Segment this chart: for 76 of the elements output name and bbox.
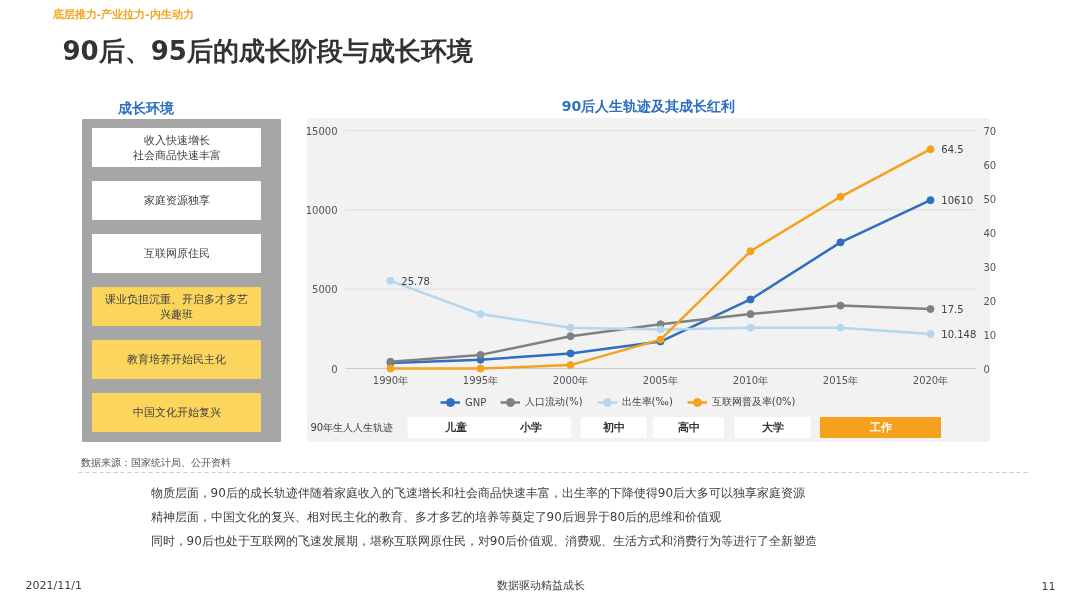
point: [746, 295, 755, 304]
text: 收入快速增长: [143, 133, 210, 147]
y2-tick-label: 50: [983, 193, 997, 205]
text: 兴趣班: [160, 307, 193, 321]
text: 互联网原住民: [143, 247, 210, 260]
y-tick-label: 15000: [305, 125, 338, 137]
point: [566, 323, 575, 332]
data-label: 10.148: [941, 329, 977, 340]
y-tick-label: 0: [331, 363, 338, 375]
point: [746, 323, 755, 332]
data-label: 25.78: [401, 275, 430, 287]
data-label: 17.5: [941, 304, 964, 315]
point: [476, 350, 485, 359]
text: 大学: [761, 421, 784, 434]
text: 家庭资源独享: [143, 194, 210, 207]
text: 精神层面，中国文化的复兴、相对民主化的教育、多才多艺的培养等奠定了90后迥异于80后的思维和价值观: [150, 509, 722, 524]
point: [656, 325, 665, 334]
point: [836, 301, 845, 310]
chart-subtitle: 90后人生轨迹及其成长红利: [561, 97, 736, 114]
y2-tick-label: 60: [983, 159, 997, 171]
data-label: 64.5: [941, 144, 964, 156]
y2-tick-label: 0: [983, 363, 990, 375]
point: [926, 305, 935, 313]
text: 11: [1041, 579, 1056, 593]
y2-tick-label: 70: [983, 125, 997, 137]
x-tick-label: 2000年: [552, 375, 589, 386]
x-tick-label: 2005年: [642, 375, 679, 386]
y2-tick-label: 10: [983, 329, 997, 341]
x-tick-label: 2020年: [912, 375, 949, 386]
text: 同时，90后也处于互联网的飞速发展期，堪称互联网原住民，对90后价值观、消费观、生活方式和消费行为等进行了全新塑造: [150, 533, 818, 548]
text: 底层推力-产业拉力-内生动力: [51, 8, 194, 21]
text: 2021/11/1: [25, 579, 82, 592]
point: [926, 145, 935, 154]
legend-label: 出生率(‰): [621, 395, 673, 409]
text: 初中: [601, 421, 625, 434]
point: [566, 332, 575, 341]
data-label: 10610: [941, 195, 974, 207]
x-tick-label: 1995年: [462, 375, 499, 386]
point: [566, 361, 575, 370]
text: 教育培养开始民主化: [127, 353, 226, 366]
legend-label: 互联网普及率(0%): [711, 395, 796, 409]
text: 高中: [677, 421, 700, 434]
text: 社会商品快速丰富: [132, 148, 221, 162]
y2-tick-label: 30: [983, 261, 997, 273]
point: [926, 196, 935, 205]
y2-tick-label: 40: [983, 227, 997, 239]
point: [836, 238, 845, 247]
chart-title: 90后、95后的成长阶段与成长环境: [62, 35, 473, 66]
point: [926, 330, 935, 338]
x-tick-label: 1990年: [372, 375, 409, 386]
x-tick-label: 2015年: [822, 375, 859, 386]
legend-label: GNP: [465, 396, 487, 408]
point: [566, 349, 575, 358]
point: [836, 323, 845, 332]
text: 工作: [868, 421, 892, 434]
text: 儿童: [443, 421, 467, 434]
text: 课业负担沉重、开启多才多艺: [105, 292, 248, 306]
text: 中国文化开始复兴: [132, 406, 221, 419]
legend-label: 人口流动(%): [525, 395, 583, 409]
point: [386, 276, 395, 285]
source-note: 数据来源：国家统计局、公开资料: [80, 457, 231, 468]
y-tick-label: 5000: [312, 284, 338, 296]
point: [476, 310, 485, 319]
y2-tick-label: 20: [983, 295, 997, 307]
point: [746, 247, 755, 256]
point: [476, 364, 485, 373]
text: 物质层面，90后的成长轨迹伴随着家庭收入的飞速增长和社会商品快速丰富，出生率的下降使得90后大多可以独享家庭资源: [150, 485, 806, 500]
x-tick-label: 2010年: [732, 375, 769, 386]
point: [836, 192, 845, 201]
point: [746, 310, 755, 319]
text: 数据驱动精益成长: [496, 579, 585, 592]
y-tick-label: 10000: [305, 204, 338, 216]
text: 小学: [518, 421, 542, 434]
text: 成长环境: [116, 99, 175, 116]
text: 90年生人人生轨迹: [310, 422, 394, 433]
point: [386, 364, 395, 373]
